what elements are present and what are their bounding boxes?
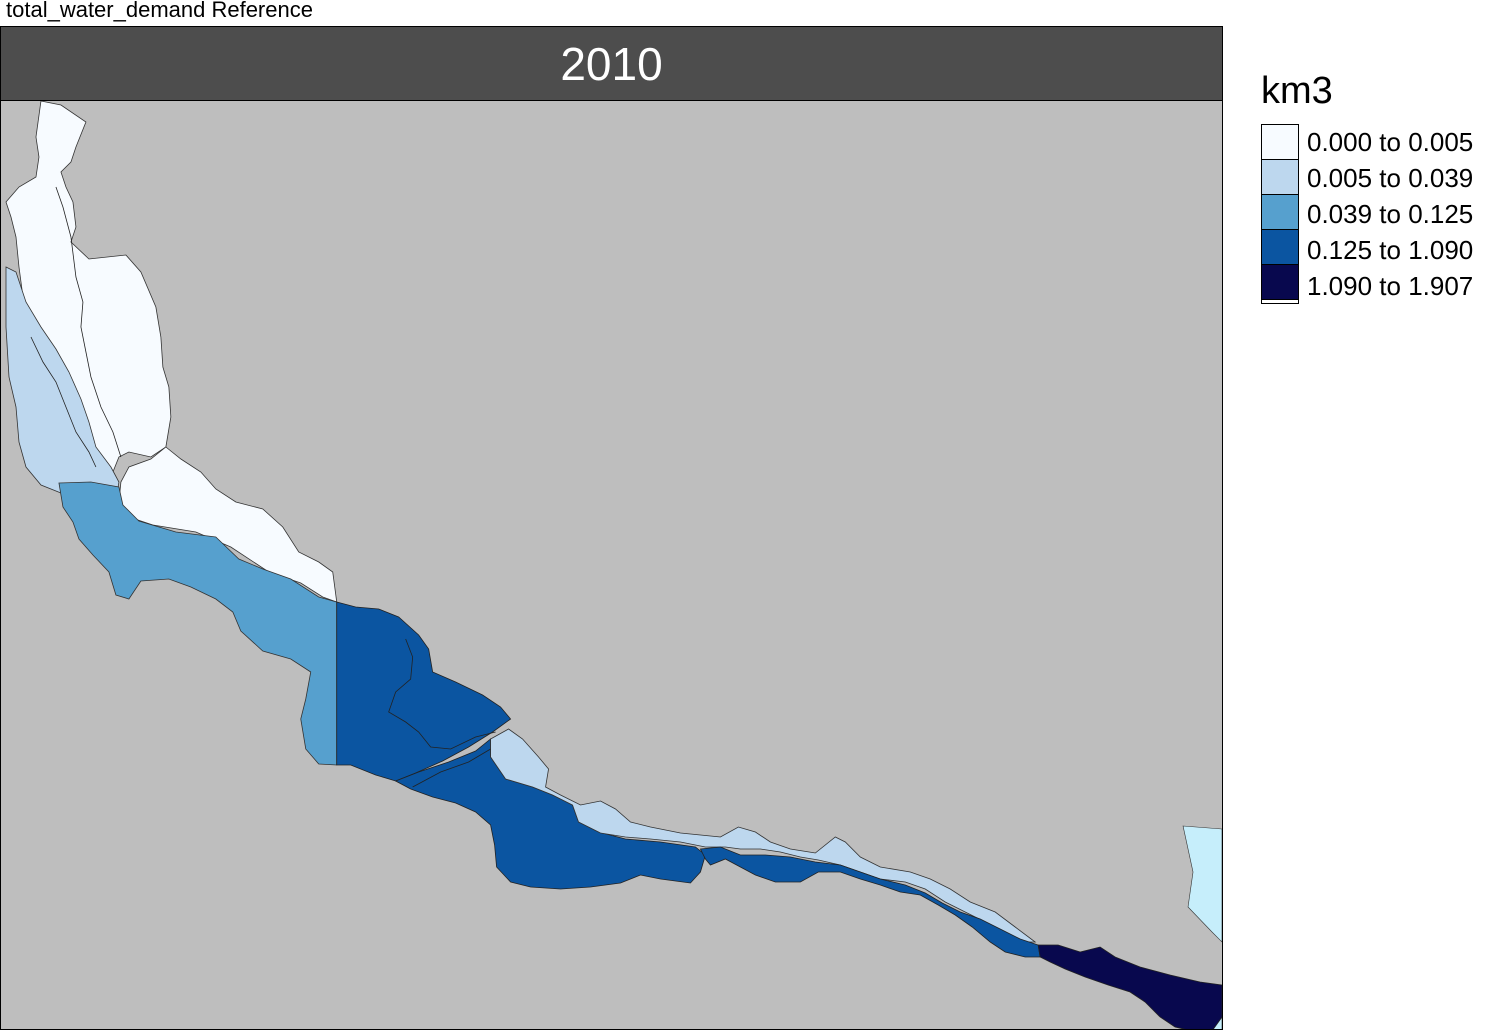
map-legend: km3 0.000 to 0.005 0.005 to 0.039 0.039 to…: [1261, 70, 1473, 304]
legend-item: 0.005 to 0.039: [1299, 160, 1473, 196]
legend-label: 0.125 to 1.090: [1307, 234, 1474, 265]
legend-label: 1.090 to 1.907: [1307, 270, 1474, 301]
region-west-central-basin: [58, 481, 338, 766]
legend-item: 0.125 to 1.090: [1299, 232, 1473, 268]
region-south-central-strip: [490, 728, 1037, 943]
legend-title: km3: [1261, 70, 1333, 112]
region-central-basin-north: [336, 601, 512, 782]
legend-swatch: [1262, 125, 1298, 160]
region-south-east-strip: [699, 846, 1041, 958]
legend-swatches: [1261, 124, 1299, 304]
legend-label: 0.039 to 0.125: [1307, 198, 1474, 229]
legend-label: 0.000 to 0.005: [1307, 126, 1474, 157]
boundary-lines: [30, 186, 496, 788]
map-panel: 2010: [0, 26, 1223, 1030]
map-area: [1, 101, 1222, 1029]
plot-title: total_water_demand Reference: [6, 0, 313, 22]
legend-item: 0.000 to 0.005: [1299, 124, 1473, 160]
facet-strip-label: 2010: [1, 27, 1222, 101]
legend-swatch: [1262, 195, 1298, 230]
legend-label: 0.005 to 0.039: [1307, 162, 1474, 193]
legend-item: 1.090 to 1.907: [1299, 268, 1473, 304]
legend-labels: 0.000 to 0.005 0.005 to 0.039 0.039 to 0.1…: [1299, 124, 1473, 304]
region-north-west-basin: [5, 266, 120, 503]
legend-items: 0.000 to 0.005 0.005 to 0.039 0.039 to 0.1…: [1261, 124, 1473, 304]
region-upper-north-basin: [5, 101, 172, 478]
legend-swatch: [1262, 265, 1298, 300]
legend-swatch: [1262, 230, 1298, 265]
region-south-east-terminal: [1037, 944, 1222, 1029]
basin-map: [1, 101, 1222, 1029]
legend-swatch: [1262, 160, 1298, 195]
legend-item: 0.039 to 0.125: [1299, 196, 1473, 232]
